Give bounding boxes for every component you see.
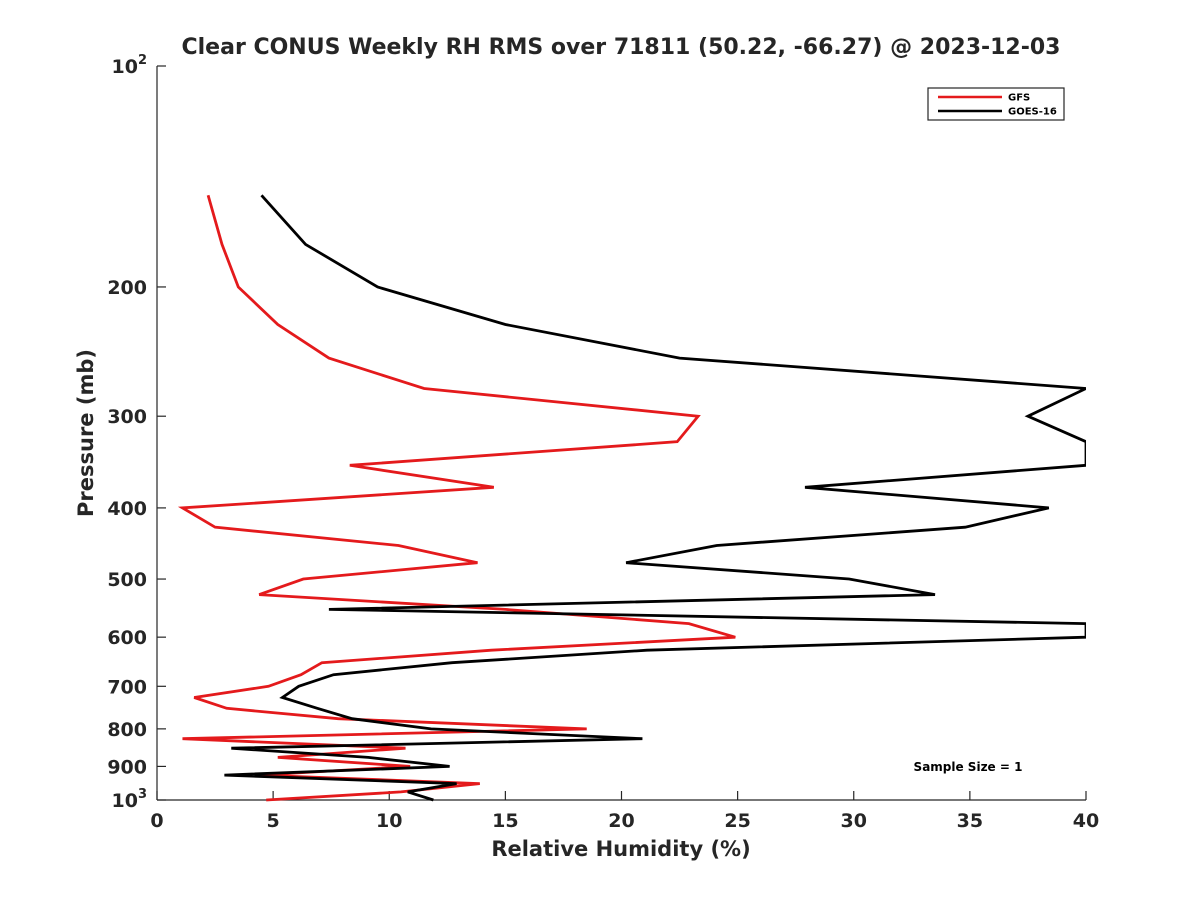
y-tick-label-base: 800 — [107, 719, 147, 741]
series-line-goes-16 — [224, 194, 1086, 802]
series-lines — [177, 194, 1086, 802]
x-axis-ticks: 0 5 10 15 20 25 30 35 40 — [150, 791, 1099, 832]
y-tick-label: 900 — [107, 756, 147, 778]
y-tick-label: 300 — [107, 406, 147, 428]
x-tick-label: 30 — [841, 810, 867, 832]
y-tick-label-base: 10 — [112, 790, 138, 812]
y-tick-label: 500 — [107, 569, 147, 591]
y-tick-label: 700 — [107, 676, 147, 698]
y-tick-label-base: 700 — [107, 676, 147, 698]
legend: GFS GOES-16 — [927, 87, 1065, 121]
x-tick-label: 25 — [724, 810, 750, 832]
x-tick-label: 40 — [1073, 810, 1099, 832]
y-tick-label-exponent: 3 — [138, 787, 147, 802]
y-tick-label-base: 600 — [107, 627, 147, 649]
y-tick-label-exponent: 2 — [138, 53, 147, 68]
y-tick-label-base: 200 — [107, 277, 147, 299]
x-tick-label: 15 — [492, 810, 518, 832]
x-tick-label: 10 — [376, 810, 402, 832]
y-tick-label: 400 — [107, 498, 147, 520]
x-axis-label: Relative Humidity (%) — [491, 837, 750, 861]
y-tick-label-base: 10 — [112, 56, 138, 78]
y-tick-label-base: 500 — [107, 569, 147, 591]
y-tick-label: 103 — [112, 787, 148, 812]
chart-title: Clear CONUS Weekly RH RMS over 71811 (50… — [182, 35, 1061, 60]
x-tick-label: 5 — [267, 810, 280, 832]
y-tick-label: 102 — [112, 53, 148, 78]
x-tick-label: 20 — [608, 810, 634, 832]
sample-size-annotation: Sample Size = 1 — [914, 760, 1023, 774]
legend-label-goes-16: GOES-16 — [1008, 107, 1057, 118]
y-axis-label: Pressure (mb) — [74, 349, 98, 517]
y-tick-label-base: 400 — [107, 498, 147, 520]
y-tick-label-base: 300 — [107, 406, 147, 428]
legend-label-gfs: GFS — [1008, 93, 1030, 104]
y-tick-label: 200 — [107, 277, 147, 299]
x-tick-label: 0 — [150, 810, 163, 832]
y-tick-label: 800 — [107, 719, 147, 741]
legend-box — [927, 87, 1065, 121]
y-tick-label-base: 900 — [107, 756, 147, 778]
series-line-gfs — [177, 194, 736, 802]
y-tick-label: 600 — [107, 627, 147, 649]
x-tick-label: 35 — [957, 810, 983, 832]
